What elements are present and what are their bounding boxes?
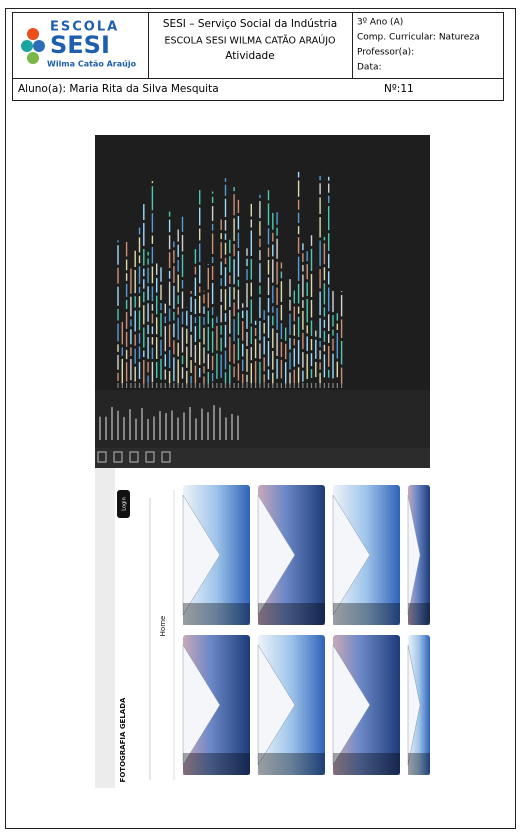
activity-icon bbox=[97, 451, 107, 463]
mountain bbox=[407, 644, 421, 766]
logo-shape bbox=[21, 40, 33, 52]
header-field: Data: bbox=[357, 63, 382, 73]
mountain bbox=[332, 644, 371, 766]
card-footer bbox=[333, 753, 400, 775]
activity-icon bbox=[161, 451, 171, 463]
card-footer bbox=[183, 753, 250, 775]
card-footer bbox=[258, 753, 325, 775]
logo-text: Wilma Catão Araújo bbox=[47, 60, 137, 69]
student-row bbox=[12, 78, 504, 101]
logo-shape bbox=[33, 40, 45, 52]
file-explorer bbox=[95, 390, 430, 448]
student-number: Nº:11 bbox=[384, 83, 414, 95]
page-border bbox=[5, 8, 516, 829]
activity-bar bbox=[95, 448, 430, 468]
mountain bbox=[407, 494, 421, 616]
mountain bbox=[182, 644, 221, 766]
card-footer bbox=[408, 603, 430, 625]
activity-icon bbox=[129, 451, 139, 463]
student-name: Aluno(a): Maria Rita da Silva Mesquita bbox=[18, 83, 219, 95]
screenshot: Login FOTOGRAFIA GELADA Home bbox=[95, 135, 430, 788]
mountain bbox=[257, 644, 296, 766]
header-line: ESCOLA SESI WILMA CATÃO ARAÚJO bbox=[165, 35, 336, 47]
header-field: Professor(a): bbox=[357, 48, 414, 58]
header-line: Atividade bbox=[225, 50, 274, 62]
logo-text: ESCOLA bbox=[50, 20, 119, 35]
card-footer bbox=[333, 603, 400, 625]
login-button bbox=[117, 490, 130, 518]
mountain bbox=[257, 494, 296, 616]
activity-icon bbox=[113, 451, 123, 463]
browser-toolbar bbox=[95, 468, 115, 788]
card-footer bbox=[183, 603, 250, 625]
site-title: FOTOGRAFIA GELADA bbox=[119, 697, 127, 782]
logo-text: SESI bbox=[50, 31, 110, 59]
activity-icon bbox=[145, 451, 155, 463]
header-field: Comp. Curricular: Natureza bbox=[357, 33, 480, 43]
header-line: SESI – Serviço Social da Indústria bbox=[163, 18, 337, 30]
card-footer bbox=[408, 753, 430, 775]
logo-shape bbox=[27, 28, 39, 40]
login-label: Login bbox=[122, 497, 128, 511]
mountain bbox=[182, 494, 221, 616]
logo: ESCOLA SESI Wilma Catão Araújo bbox=[21, 20, 137, 69]
nav-link: Home bbox=[159, 616, 167, 637]
mountain bbox=[332, 494, 371, 616]
header-field: 3º Ano (A) bbox=[357, 18, 403, 28]
card-footer bbox=[258, 603, 325, 625]
logo-shape bbox=[27, 52, 39, 64]
